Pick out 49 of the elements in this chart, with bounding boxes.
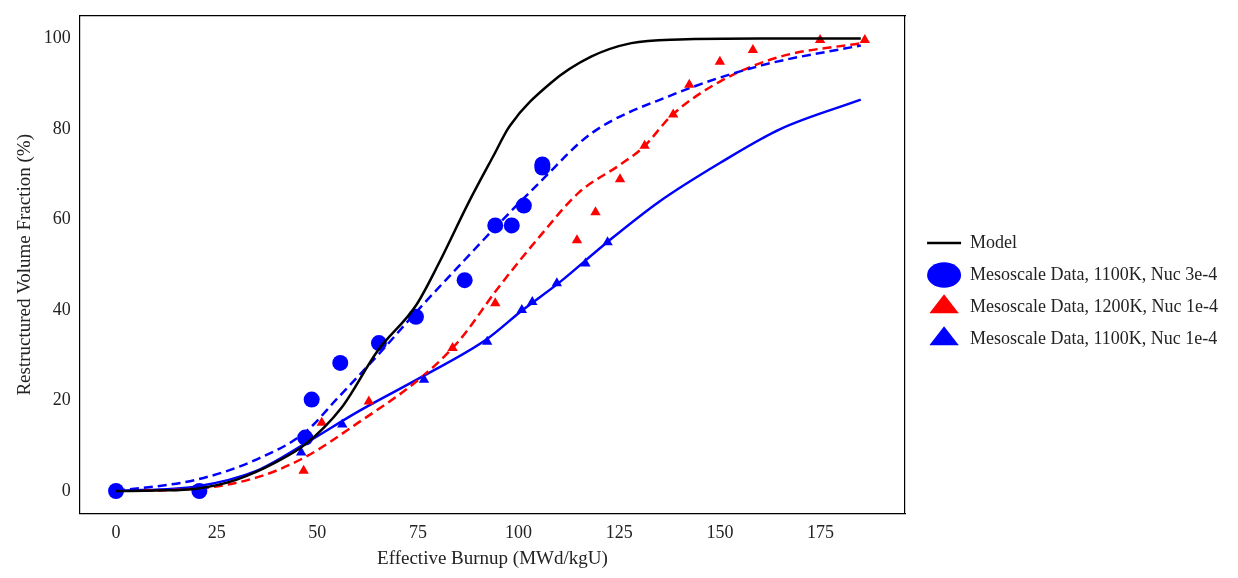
point xyxy=(714,55,726,65)
x-tick-label: 50 xyxy=(308,522,327,543)
point xyxy=(747,43,759,53)
point xyxy=(639,139,650,149)
y-tick-label: 60 xyxy=(52,208,71,229)
point xyxy=(571,234,583,244)
point xyxy=(447,342,458,352)
point xyxy=(407,308,424,325)
point xyxy=(515,197,532,214)
point xyxy=(456,272,473,289)
x-tick-label: 100 xyxy=(505,522,533,543)
x-tick-label: 0 xyxy=(111,522,121,543)
x-axis-title: Effective Burnup (MWd/kgU) xyxy=(377,546,608,569)
point xyxy=(487,217,504,234)
point xyxy=(668,108,679,118)
point xyxy=(418,373,430,383)
y-tick-label: 0 xyxy=(61,479,71,500)
y-tick-label: 40 xyxy=(52,298,71,319)
point xyxy=(503,217,520,234)
point xyxy=(516,304,528,314)
point xyxy=(316,416,327,426)
y-axis-title: Restructured Volume Fraction (%) xyxy=(13,134,36,396)
point xyxy=(332,354,349,371)
y-tick-label: 20 xyxy=(52,389,71,410)
x-tick-label: 150 xyxy=(706,522,734,543)
x-tick-label: 25 xyxy=(207,522,226,543)
point xyxy=(108,482,125,499)
legend-label: Mesoscale Data, 1100K, Nuc 3e-4 xyxy=(970,263,1218,284)
point xyxy=(363,395,375,405)
point xyxy=(303,391,320,408)
point xyxy=(580,257,591,267)
point xyxy=(590,206,601,216)
point xyxy=(298,464,309,474)
x-tick-label: 175 xyxy=(807,522,835,543)
y-tick-label: 80 xyxy=(52,117,71,138)
x-tick-label: 125 xyxy=(605,522,633,543)
point xyxy=(482,335,493,345)
point xyxy=(859,33,871,43)
y-tick-label: 100 xyxy=(43,27,71,48)
point xyxy=(527,295,538,305)
legend-label: Model xyxy=(970,231,1018,252)
point xyxy=(490,297,501,307)
point xyxy=(684,78,695,88)
legend-label: Mesoscale Data, 1200K, Nuc 1e-4 xyxy=(970,295,1218,316)
point xyxy=(602,236,613,246)
point xyxy=(614,173,626,183)
x-tick-label: 75 xyxy=(408,522,427,543)
legend-label: Mesoscale Data, 1100K, Nuc 1e-4 xyxy=(970,327,1218,348)
point xyxy=(551,277,563,287)
